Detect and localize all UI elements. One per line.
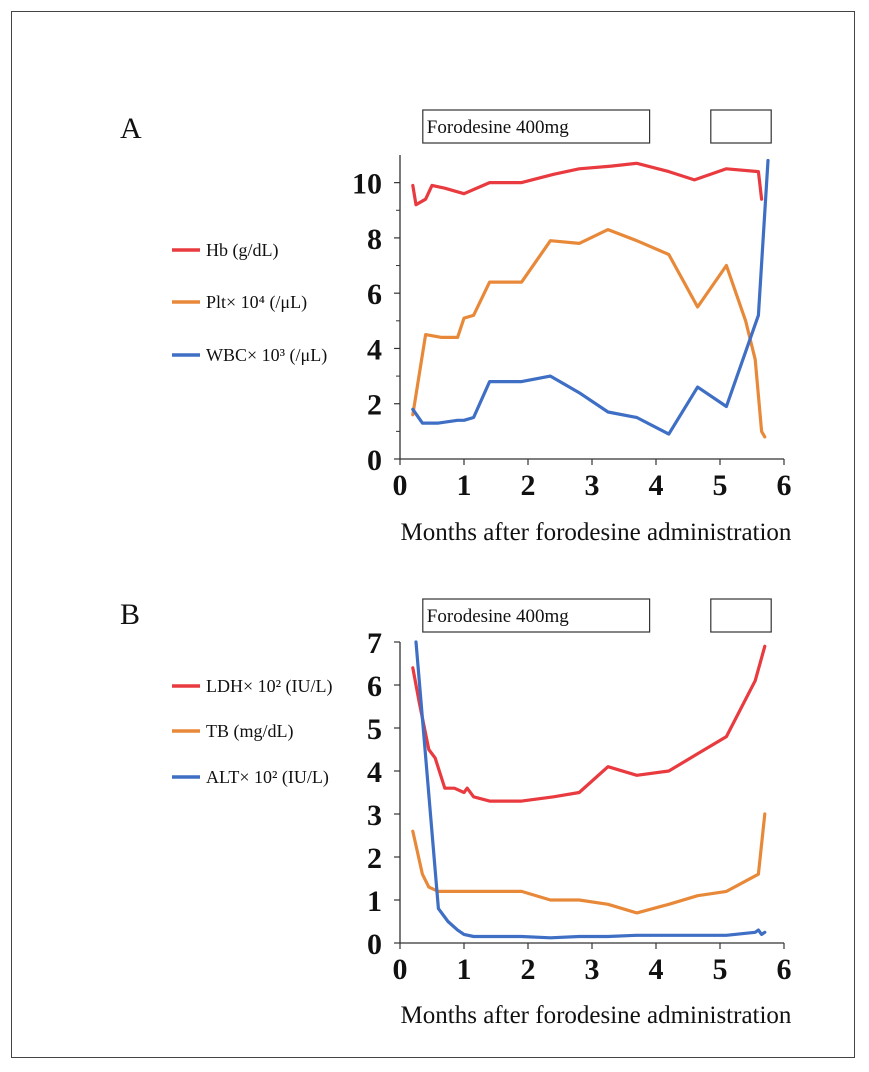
panel-a-y-tick-label: 4: [367, 333, 382, 366]
panel-a-series-line-3: [411, 158, 770, 436]
panel-a-x-tick-label: 2: [521, 469, 536, 502]
panel-b-y-tick-label: 3: [367, 799, 382, 832]
panel-a-y-tick-label: 2: [367, 389, 382, 422]
panel-a-series-line-2: [411, 228, 767, 439]
panel-b-y-tick-label: 5: [367, 713, 382, 746]
panel-b-x-tick-label: 0: [393, 953, 408, 986]
panel-a-x-tick-label: 0: [393, 469, 408, 502]
panel-b-x-axis-title: Months after forodesine administration: [401, 1002, 792, 1029]
panel-a-x-tick-label: 4: [649, 469, 664, 502]
panel-b-y-tick-label: 1: [367, 885, 382, 918]
panel-b-legend-label-2: TB (mg/dL): [206, 721, 294, 742]
panel-a-series-line-1: [411, 161, 764, 207]
panel-b-treatment-bar: [710, 598, 772, 633]
panel-b-x-tick-label: 4: [649, 953, 664, 986]
panel-a-x-axis-title: Months after forodesine administration: [401, 519, 792, 546]
panel-b-y-tick-label: 6: [367, 670, 382, 703]
panel-b-legend-label-1: LDH× 10² (IU/L): [206, 676, 333, 697]
panel-b-letter: B: [120, 598, 140, 631]
panel-b-treatment-bar: [422, 598, 651, 633]
panel-b-x-tick-label: 2: [521, 953, 536, 986]
panel-a-y-tick-label: 6: [367, 278, 382, 311]
panel-b-x-tick-label: 3: [585, 953, 600, 986]
panel-a-legend-label-3: WBC× 10³ (/μL): [206, 345, 327, 366]
panel-a-legend-label-2: Plt× 10⁴ (/μL): [206, 292, 307, 313]
panel-a-treatment-label: Forodesine 400mg: [427, 117, 569, 138]
panel-b-series-line-2: [411, 812, 767, 915]
panel-b-series-line-1: [411, 644, 767, 803]
panel-a-legend-label-1: Hb (g/dL): [206, 240, 278, 261]
panel-a-treatment-bar: [422, 109, 651, 144]
panel-a-treatment-bar: [710, 109, 772, 144]
panel-b-legend-label-3: ALT× 10² (IU/L): [206, 767, 329, 788]
panel-a-y-tick-label: 10: [352, 168, 382, 201]
panel-b-y-tick-label: 0: [367, 928, 382, 961]
panel-b-y-tick-label: 4: [367, 756, 382, 789]
panel-a-letter: A: [120, 112, 142, 145]
panel-a-y-tick-label: 8: [367, 223, 382, 256]
panel-a-x-tick-label: 5: [713, 469, 728, 502]
panel-b-y-tick-label: 2: [367, 842, 382, 875]
panel-a-x-tick-label: 6: [777, 469, 792, 502]
panel-b-x-tick-label: 1: [457, 953, 472, 986]
panel-b-y-tick-label: 7: [367, 627, 382, 660]
panel-b-x-tick-label: 5: [713, 953, 728, 986]
panel-b-treatment-label: Forodesine 400mg: [427, 606, 569, 627]
panel-a-x-tick-label: 3: [585, 469, 600, 502]
panel-b-x-tick-label: 6: [777, 953, 792, 986]
panel-a-y-tick-label: 0: [367, 444, 382, 477]
panel-a-x-tick-label: 1: [457, 469, 472, 502]
panel-b-series-line-3: [414, 640, 767, 940]
